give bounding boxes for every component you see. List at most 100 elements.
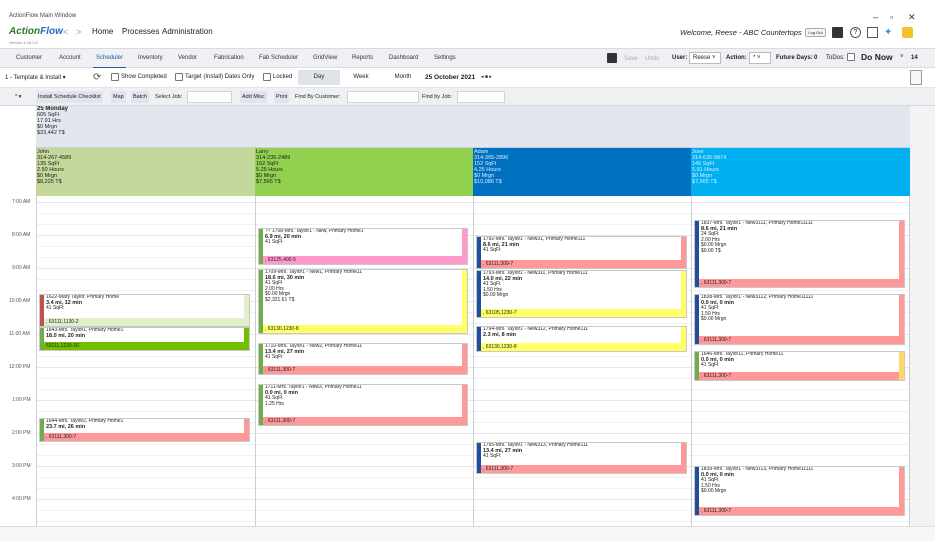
vertical-scrollbar[interactable] bbox=[910, 106, 935, 526]
appointment-detail: $0.00 Mrgn bbox=[701, 242, 727, 249]
day-margin: $0 Mrgn bbox=[37, 124, 58, 130]
appointment-detail: $2,321.61 T$ bbox=[265, 296, 295, 303]
target-dates-checkbox[interactable] bbox=[175, 73, 183, 81]
appointment-detail: 1.25 Hrs bbox=[265, 400, 284, 407]
tab-fab-scheduler[interactable]: Fab Scheduler bbox=[259, 55, 299, 61]
todos-checkbox[interactable] bbox=[847, 53, 855, 61]
select-job-input[interactable] bbox=[187, 91, 232, 103]
appointment-detail: 41 SqFt bbox=[265, 280, 283, 287]
appointment-card[interactable]: 1646-Mrs. Taylor11, Primary Home11 0.0 mi… bbox=[694, 351, 905, 381]
appointment-card[interactable]: 1794-Mrs. Taylor1 - New312, Primary Home… bbox=[476, 326, 687, 352]
find-by-job-input[interactable] bbox=[457, 91, 505, 103]
print-button[interactable]: Print bbox=[274, 91, 290, 103]
action-select[interactable]: * ˅ bbox=[749, 52, 771, 64]
date-nav[interactable]: ◂ ■ ▸ bbox=[481, 74, 492, 80]
appointment-card[interactable]: 1644-Mrs. Taylor2, Primary Home1 23.7 mi,… bbox=[39, 418, 250, 442]
logout-button[interactable]: Log Out bbox=[805, 28, 826, 37]
horizontal-scrollbar[interactable] bbox=[0, 526, 935, 541]
tab-reports[interactable]: Reports bbox=[352, 55, 374, 61]
appointment-card[interactable]: 1710-Mrs. Taylor1 - New2, Primary Home11… bbox=[258, 343, 468, 375]
tab-vendor[interactable]: Vendor bbox=[178, 55, 198, 61]
find-by-customer-input[interactable] bbox=[347, 91, 419, 103]
template-select[interactable]: 1 - Template & Install ▾ bbox=[5, 75, 66, 81]
help-icon[interactable]: ? bbox=[850, 27, 861, 38]
tab-scheduler[interactable]: Scheduler bbox=[96, 55, 124, 61]
column-divider bbox=[691, 148, 692, 526]
minimize-icon[interactable]: – bbox=[873, 12, 879, 22]
map-button[interactable]: Map bbox=[111, 91, 126, 103]
tab-gridview[interactable]: GridView bbox=[313, 55, 338, 61]
column-divider bbox=[909, 148, 910, 526]
menu-administration[interactable]: Administration bbox=[162, 27, 213, 36]
menu-processes[interactable]: Processes bbox=[122, 27, 160, 36]
installer-phone: 314-267-4589 bbox=[37, 155, 72, 161]
forward-button[interactable]: > bbox=[76, 27, 82, 37]
video-icon[interactable] bbox=[832, 27, 843, 38]
installer-header[interactable]: Larry 314-236-2489 162 SqFt 5.25 Hours $0 Mr… bbox=[255, 148, 473, 196]
appointment-card[interactable]: 1793-Mrs. Taylor1 - New311, Primary Home… bbox=[476, 270, 687, 318]
batch-button[interactable]: Batch bbox=[131, 91, 150, 103]
appointment-body: 1837-Mrs. Taylor1 - New3111, Primary Hom… bbox=[701, 221, 902, 255]
appointment-body: 1794-Mrs. Taylor1 - New312, Primary Home… bbox=[483, 327, 684, 338]
appointment-card[interactable]: 1838-Mrs. Taylor1 - New3112, Primary Hom… bbox=[694, 294, 905, 345]
time-label: 1:00 PM bbox=[12, 397, 31, 403]
find-by-job-label: Find by Job: bbox=[422, 94, 452, 100]
appointment-detail: 1.50 Hrs bbox=[483, 286, 502, 293]
appointment-card[interactable]: 1837-Mrs. Taylor1 - New3111, Primary Hom… bbox=[694, 220, 905, 288]
user-select[interactable]: Reese ˅ bbox=[689, 52, 721, 64]
menu-home[interactable]: Home bbox=[92, 27, 114, 36]
appointment-card[interactable]: 1792-Mrs. Taylor1 - New31, Primary Home1… bbox=[476, 236, 687, 269]
future-days-value[interactable]: 0 bbox=[814, 55, 818, 61]
restore-icon[interactable]: ▫ bbox=[890, 12, 894, 22]
tab-account[interactable]: Account bbox=[59, 55, 81, 61]
tab-inventory[interactable]: Inventory bbox=[138, 55, 163, 61]
appointment-card[interactable]: 1839-Mrs. Taylor1 - New3113, Primary Hom… bbox=[694, 466, 905, 516]
star-filter[interactable]: * ▾ bbox=[15, 94, 22, 100]
save-button[interactable]: Save bbox=[624, 56, 638, 62]
document-icon[interactable] bbox=[910, 70, 922, 85]
view-day-button[interactable]: Day bbox=[298, 70, 340, 85]
screen-icon[interactable] bbox=[867, 27, 878, 38]
show-completed-checkbox[interactable] bbox=[111, 73, 119, 81]
folder-icon[interactable] bbox=[902, 27, 913, 38]
do-now-select[interactable]: Do Now bbox=[861, 52, 893, 62]
appointment-card[interactable]: 1622-Mary Taylor, Primary Home 3.4 mi, 12… bbox=[39, 294, 250, 327]
undo-button[interactable]: Undo bbox=[645, 56, 660, 62]
tab-customer[interactable]: Customer bbox=[16, 55, 43, 61]
find-by-customer-label: Find By Customer: bbox=[295, 94, 341, 100]
pin-icon[interactable]: ✦ bbox=[884, 27, 893, 38]
appointment-detail: 24 SqFt bbox=[701, 231, 719, 238]
status-bar bbox=[244, 419, 249, 441]
installer-header[interactable]: Adam 314-365-2896 152 SqFt 4.25 Hours $0 Mrg… bbox=[473, 148, 691, 196]
tab-dashboard[interactable]: Dashboard bbox=[389, 55, 419, 61]
view-month-button[interactable]: Month bbox=[394, 74, 412, 80]
do-now-dropdown-icon[interactable]: ˅ bbox=[900, 54, 904, 60]
appointment-body: 1644-Mrs. Taylor2, Primary Home1 23.7 mi,… bbox=[46, 419, 247, 430]
tab-settings[interactable]: Settings bbox=[434, 55, 456, 61]
installer-mrgn: $0 Mrgn bbox=[474, 173, 495, 179]
appointment-card[interactable]: 1709-Mrs. Taylor1 - New1, Primary Home11… bbox=[258, 269, 468, 334]
installer-name: Jose bbox=[692, 149, 704, 155]
locked-checkbox[interactable] bbox=[263, 73, 271, 81]
appointment-title: 1646-Mrs. Taylor11, Primary Home11 bbox=[701, 351, 784, 357]
install-checklist-button[interactable]: Install Schedule Checklist bbox=[36, 91, 103, 103]
appointment-detail: 41 SqFt bbox=[265, 354, 283, 361]
view-week-button[interactable]: Week bbox=[353, 74, 369, 80]
appointment-job-code: , 63111,300-7 bbox=[263, 366, 462, 374]
save-icon[interactable] bbox=[607, 53, 617, 63]
appointment-job-code: , 63111,1130-2 bbox=[44, 318, 244, 326]
column-divider bbox=[36, 148, 37, 526]
close-icon[interactable]: ✕ bbox=[908, 12, 916, 22]
refresh-icon[interactable]: ⟳ bbox=[93, 72, 102, 83]
back-button[interactable]: < bbox=[63, 27, 69, 37]
installer-total: $7,565 T$ bbox=[692, 179, 717, 185]
appointment-detail: 41 SqFt bbox=[701, 477, 719, 484]
tab-fabrication[interactable]: Fabrication bbox=[214, 55, 244, 61]
appointment-card[interactable]: 1643-Mrs. Taylor1, Primary Home1 18.0 mi,… bbox=[39, 327, 250, 351]
appointment-card[interactable]: 1711-Mrs. Taylor1 - New3, Primary Home11… bbox=[258, 384, 468, 426]
installer-header[interactable]: John 314-267-4589 135 SqFt 2.50 Hours $0 Mrg… bbox=[36, 148, 255, 196]
appointment-card[interactable]: 1795-Mrs. Taylor1 - New313, Primary Home… bbox=[476, 442, 687, 474]
appointment-card[interactable]: ?? 1708-Mrs. Taylor1 - New, Primary Home… bbox=[258, 228, 468, 265]
add-misc-button[interactable]: Add Misc bbox=[240, 91, 267, 103]
installer-header[interactable]: Jose 314-635-9874 146 SqFt 5.91 Hours $0 Mrg… bbox=[691, 148, 910, 196]
